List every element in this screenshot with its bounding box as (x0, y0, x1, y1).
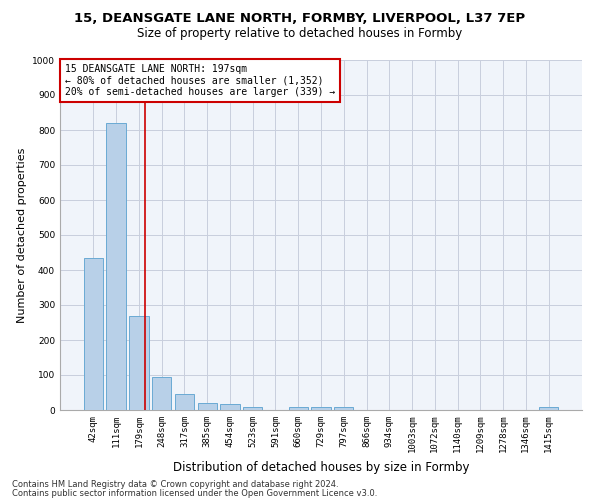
Bar (84, 258, 103, 410)
Y-axis label: Number of detached properties: Number of detached properties (17, 148, 26, 322)
Bar (106, 123, 126, 410)
Bar (243, 406, 262, 410)
Text: 15, DEANSGATE LANE NORTH, FORMBY, LIVERPOOL, L37 7EP: 15, DEANSGATE LANE NORTH, FORMBY, LIVERP… (74, 12, 526, 26)
Bar (152, 378, 172, 410)
Bar (311, 406, 331, 410)
Bar (175, 394, 194, 410)
Bar (129, 316, 149, 410)
X-axis label: Distribution of detached houses by size in Formby: Distribution of detached houses by size … (173, 461, 469, 474)
Text: 15 DEANSGATE LANE NORTH: 197sqm
← 80% of detached houses are smaller (1,352)
20%: 15 DEANSGATE LANE NORTH: 197sqm ← 80% of… (65, 64, 335, 96)
Bar (197, 403, 217, 410)
Text: Size of property relative to detached houses in Formby: Size of property relative to detached ho… (137, 28, 463, 40)
Bar (220, 404, 239, 410)
Bar (289, 406, 308, 410)
Bar (334, 406, 353, 410)
Text: Contains HM Land Registry data © Crown copyright and database right 2024.: Contains HM Land Registry data © Crown c… (12, 480, 338, 489)
Bar (539, 406, 558, 410)
Text: Contains public sector information licensed under the Open Government Licence v3: Contains public sector information licen… (12, 488, 377, 498)
